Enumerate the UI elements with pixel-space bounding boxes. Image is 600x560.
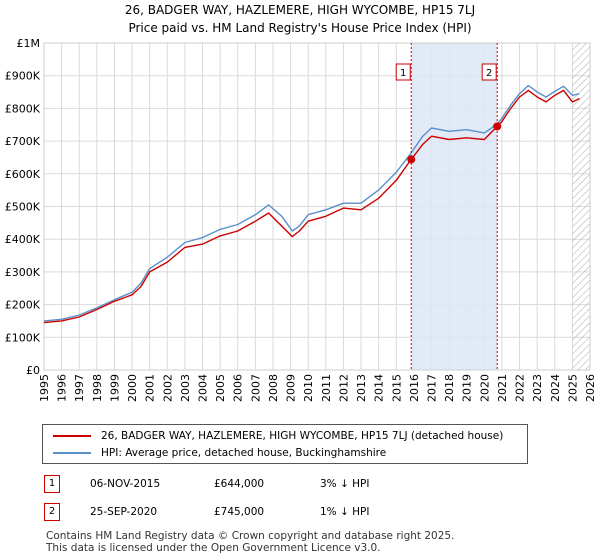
future-hatch-region [572, 43, 590, 370]
hpi-series-line [43, 84, 580, 322]
x-tick-label: 2023 [531, 374, 544, 402]
x-tick-label: 2006 [232, 374, 245, 402]
transaction-marker-2: 2 [44, 503, 60, 521]
x-tick-label: 2001 [144, 374, 157, 402]
x-tick-label: 1995 [38, 374, 51, 402]
property-series-line [43, 89, 580, 324]
footer: Contains HM Land Registry data © Crown c… [46, 530, 454, 554]
chart-subtitle: Price paid vs. HM Land Registry's House … [128, 21, 472, 35]
x-tick-label: 2026 [584, 374, 597, 402]
x-tick-label: 2015 [390, 374, 403, 402]
transaction-date-2: 25-SEP-2020 [90, 506, 158, 518]
x-tick-label: 2007 [249, 374, 262, 402]
plot-frame [43, 42, 591, 371]
x-tick-label: 2020 [478, 374, 491, 402]
x-tick-label: 1998 [91, 374, 104, 402]
x-tick-label: 2003 [179, 374, 192, 402]
sale-point [493, 122, 502, 131]
x-tick-label: 2025 [566, 374, 579, 402]
y-tick-label: £1M [17, 37, 41, 50]
sale-label-box [481, 63, 497, 81]
x-tick-label: 1996 [56, 374, 69, 402]
legend-item-hpi: HPI: Average price, detached house, Buck… [53, 445, 386, 461]
legend-swatch-property [53, 435, 91, 437]
transaction-marker-1: 1 [44, 475, 60, 493]
x-tick-label: 2002 [161, 374, 174, 402]
y-tick-label: £600K [5, 168, 41, 181]
transaction-price-2: £745,000 [214, 506, 265, 518]
x-tick-label: 2014 [373, 374, 386, 402]
x-tick-label: 2019 [461, 374, 474, 402]
x-tick-label: 1997 [73, 374, 86, 402]
y-tick-label: £0 [26, 364, 40, 377]
y-tick-label: £700K [5, 135, 41, 148]
x-tick-label: 2022 [514, 374, 527, 402]
chart-title: 26, BADGER WAY, HAZLEMERE, HIGH WYCOMBE,… [124, 3, 476, 17]
x-tick-label: 2011 [320, 374, 333, 402]
x-tick-label: 2008 [267, 374, 280, 402]
y-tick-label: £900K [5, 70, 41, 83]
x-tick-label: 2009 [285, 374, 298, 402]
transaction-date-1: 06-NOV-2015 [90, 478, 161, 490]
transaction-price-1: £644,000 [214, 478, 265, 490]
legend-swatch-hpi [53, 452, 91, 454]
footer-line-1: Contains HM Land Registry data © Crown c… [46, 530, 455, 542]
price-chart: £0 £100K £200K £300K £400K £500K £600K £700K £80… [5, 37, 597, 402]
x-tick-label: 2024 [549, 374, 562, 402]
x-tick-label: 2004 [197, 374, 210, 402]
x-tick-label: 2018 [443, 374, 456, 402]
legend-label-hpi: HPI: Average price, detached house, Buck… [101, 447, 387, 459]
legend-item-property: 26, BADGER WAY, HAZLEMERE, HIGH WYCOMBE,… [53, 428, 503, 444]
y-tick-label: £800K [5, 102, 41, 115]
sale-label-text: 1 [400, 68, 406, 79]
legend-label-property: 26, BADGER WAY, HAZLEMERE, HIGH WYCOMBE,… [101, 430, 504, 442]
transaction-diff-1: 3% ↓ HPI [320, 478, 370, 490]
y-tick-label: £500K [5, 201, 41, 214]
highlight-band [411, 43, 498, 370]
x-tick-label: 2013 [355, 374, 368, 402]
x-tick-label: 2016 [408, 374, 421, 402]
x-tick-label: 2017 [425, 374, 438, 402]
x-tick-label: 2021 [496, 374, 509, 402]
y-tick-label: £400K [5, 233, 41, 246]
sale-label-box [395, 63, 411, 81]
footer-line-2: This data is licensed under the Open Gov… [46, 542, 381, 554]
x-tick-label: 1999 [108, 374, 121, 402]
sale-point [407, 155, 416, 164]
y-tick-label: £300K [5, 266, 41, 279]
x-tick-label: 2000 [126, 374, 139, 402]
transaction-diff-2: 1% ↓ HPI [320, 506, 370, 518]
x-tick-label: 2012 [337, 374, 350, 402]
x-tick-label: 2010 [302, 374, 315, 402]
chart-legend: 26, BADGER WAY, HAZLEMERE, HIGH WYCOMBE,… [42, 424, 528, 464]
sale-label-text: 2 [486, 68, 492, 79]
x-tick-label: 2005 [214, 374, 227, 402]
y-tick-label: £200K [5, 299, 41, 312]
y-tick-label: £100K [5, 331, 41, 344]
